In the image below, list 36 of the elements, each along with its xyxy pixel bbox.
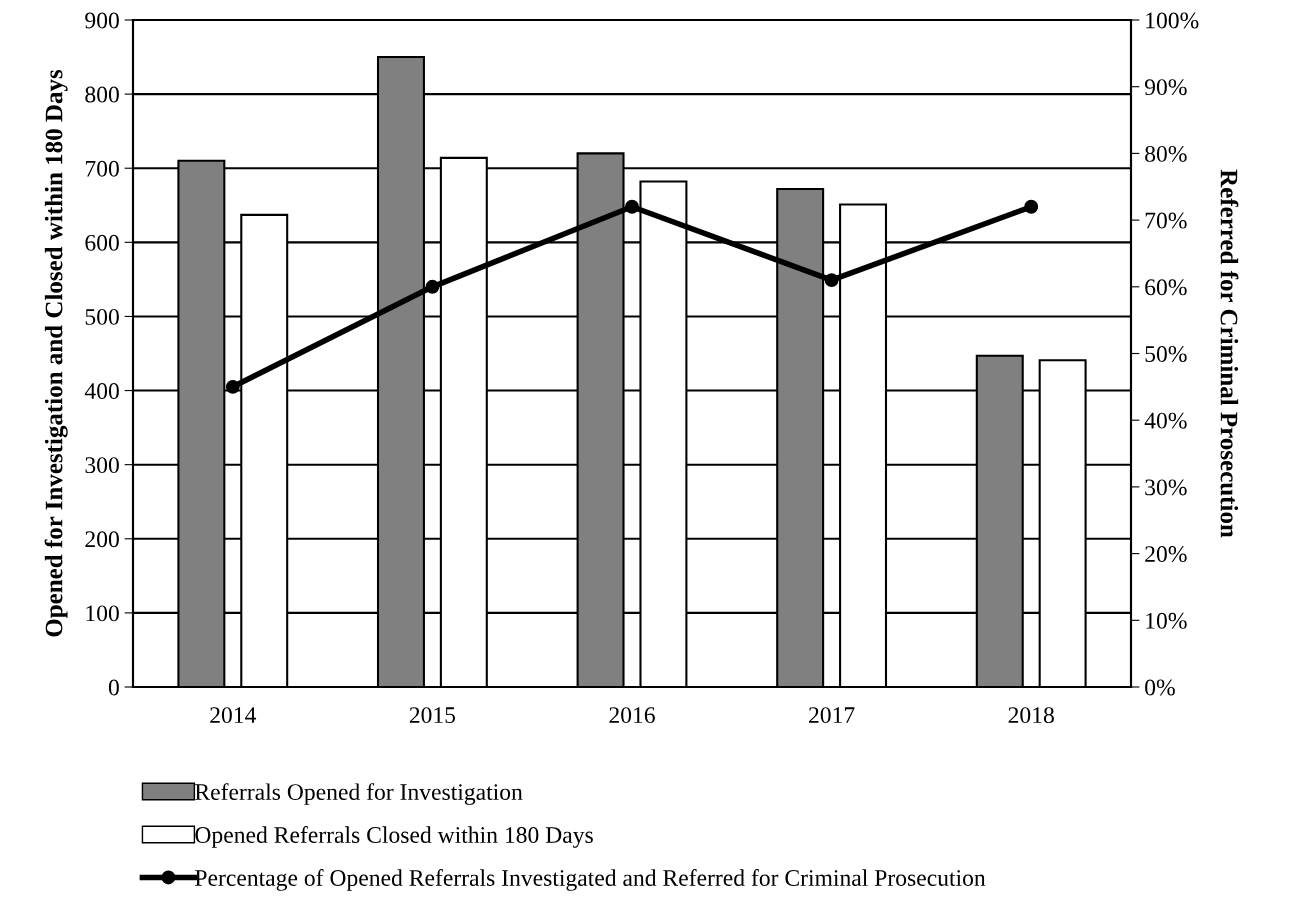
y2-axis-title: Referred for Criminal Prosecution xyxy=(1220,169,1239,538)
legend-label: Percentage of Opened Referrals Investigated and Referred for Criminal Prosecution xyxy=(195,869,986,891)
x-tick-label: 2016 xyxy=(609,707,655,724)
point xyxy=(225,379,240,394)
point xyxy=(425,279,440,294)
y2-tick-label: 90% xyxy=(1144,79,1187,96)
y-tick-label: 300 xyxy=(85,457,119,474)
y-tick-label: 900 xyxy=(85,12,119,29)
x-tick-label: 2014 xyxy=(210,707,257,724)
y-axis-title: Opened for Investigation and Closed within 180 Days xyxy=(44,69,68,637)
point xyxy=(824,273,839,288)
point xyxy=(625,199,639,214)
y2-tick-label: 70% xyxy=(1145,212,1187,229)
y-tick-label: 600 xyxy=(85,234,119,251)
y-tick-label: 700 xyxy=(85,160,119,177)
legend-label: Opened Referrals Closed within 180 Days xyxy=(195,826,593,848)
y2-tick-label: 10% xyxy=(1146,612,1187,629)
x-tick-label: 2018 xyxy=(1008,707,1054,724)
y2-tick-label: 50% xyxy=(1145,345,1187,362)
y-tick-label: 0 xyxy=(108,679,119,696)
y-tick-label: 500 xyxy=(85,308,119,325)
y2-tick-label: 0% xyxy=(1145,679,1175,696)
y2-tick-label: 40% xyxy=(1144,412,1187,429)
y2-tick-label: 20% xyxy=(1145,546,1187,563)
y2-tick-label: 60% xyxy=(1145,279,1187,296)
x-tick-label: 2015 xyxy=(409,707,456,724)
y-tick-label: 200 xyxy=(85,531,119,548)
y2-tick-label: 80% xyxy=(1145,145,1187,162)
x-tick-label: 2017 xyxy=(809,707,855,724)
legend-label: Referrals Opened for Investigation xyxy=(195,783,523,805)
y2-tick-label: 100% xyxy=(1146,12,1199,29)
y2-tick-label: 30% xyxy=(1145,479,1187,496)
y-tick-label: 800 xyxy=(85,86,119,103)
point xyxy=(1024,199,1039,214)
y-tick-label: 400 xyxy=(84,383,119,399)
y-tick-label: 100 xyxy=(86,605,119,622)
